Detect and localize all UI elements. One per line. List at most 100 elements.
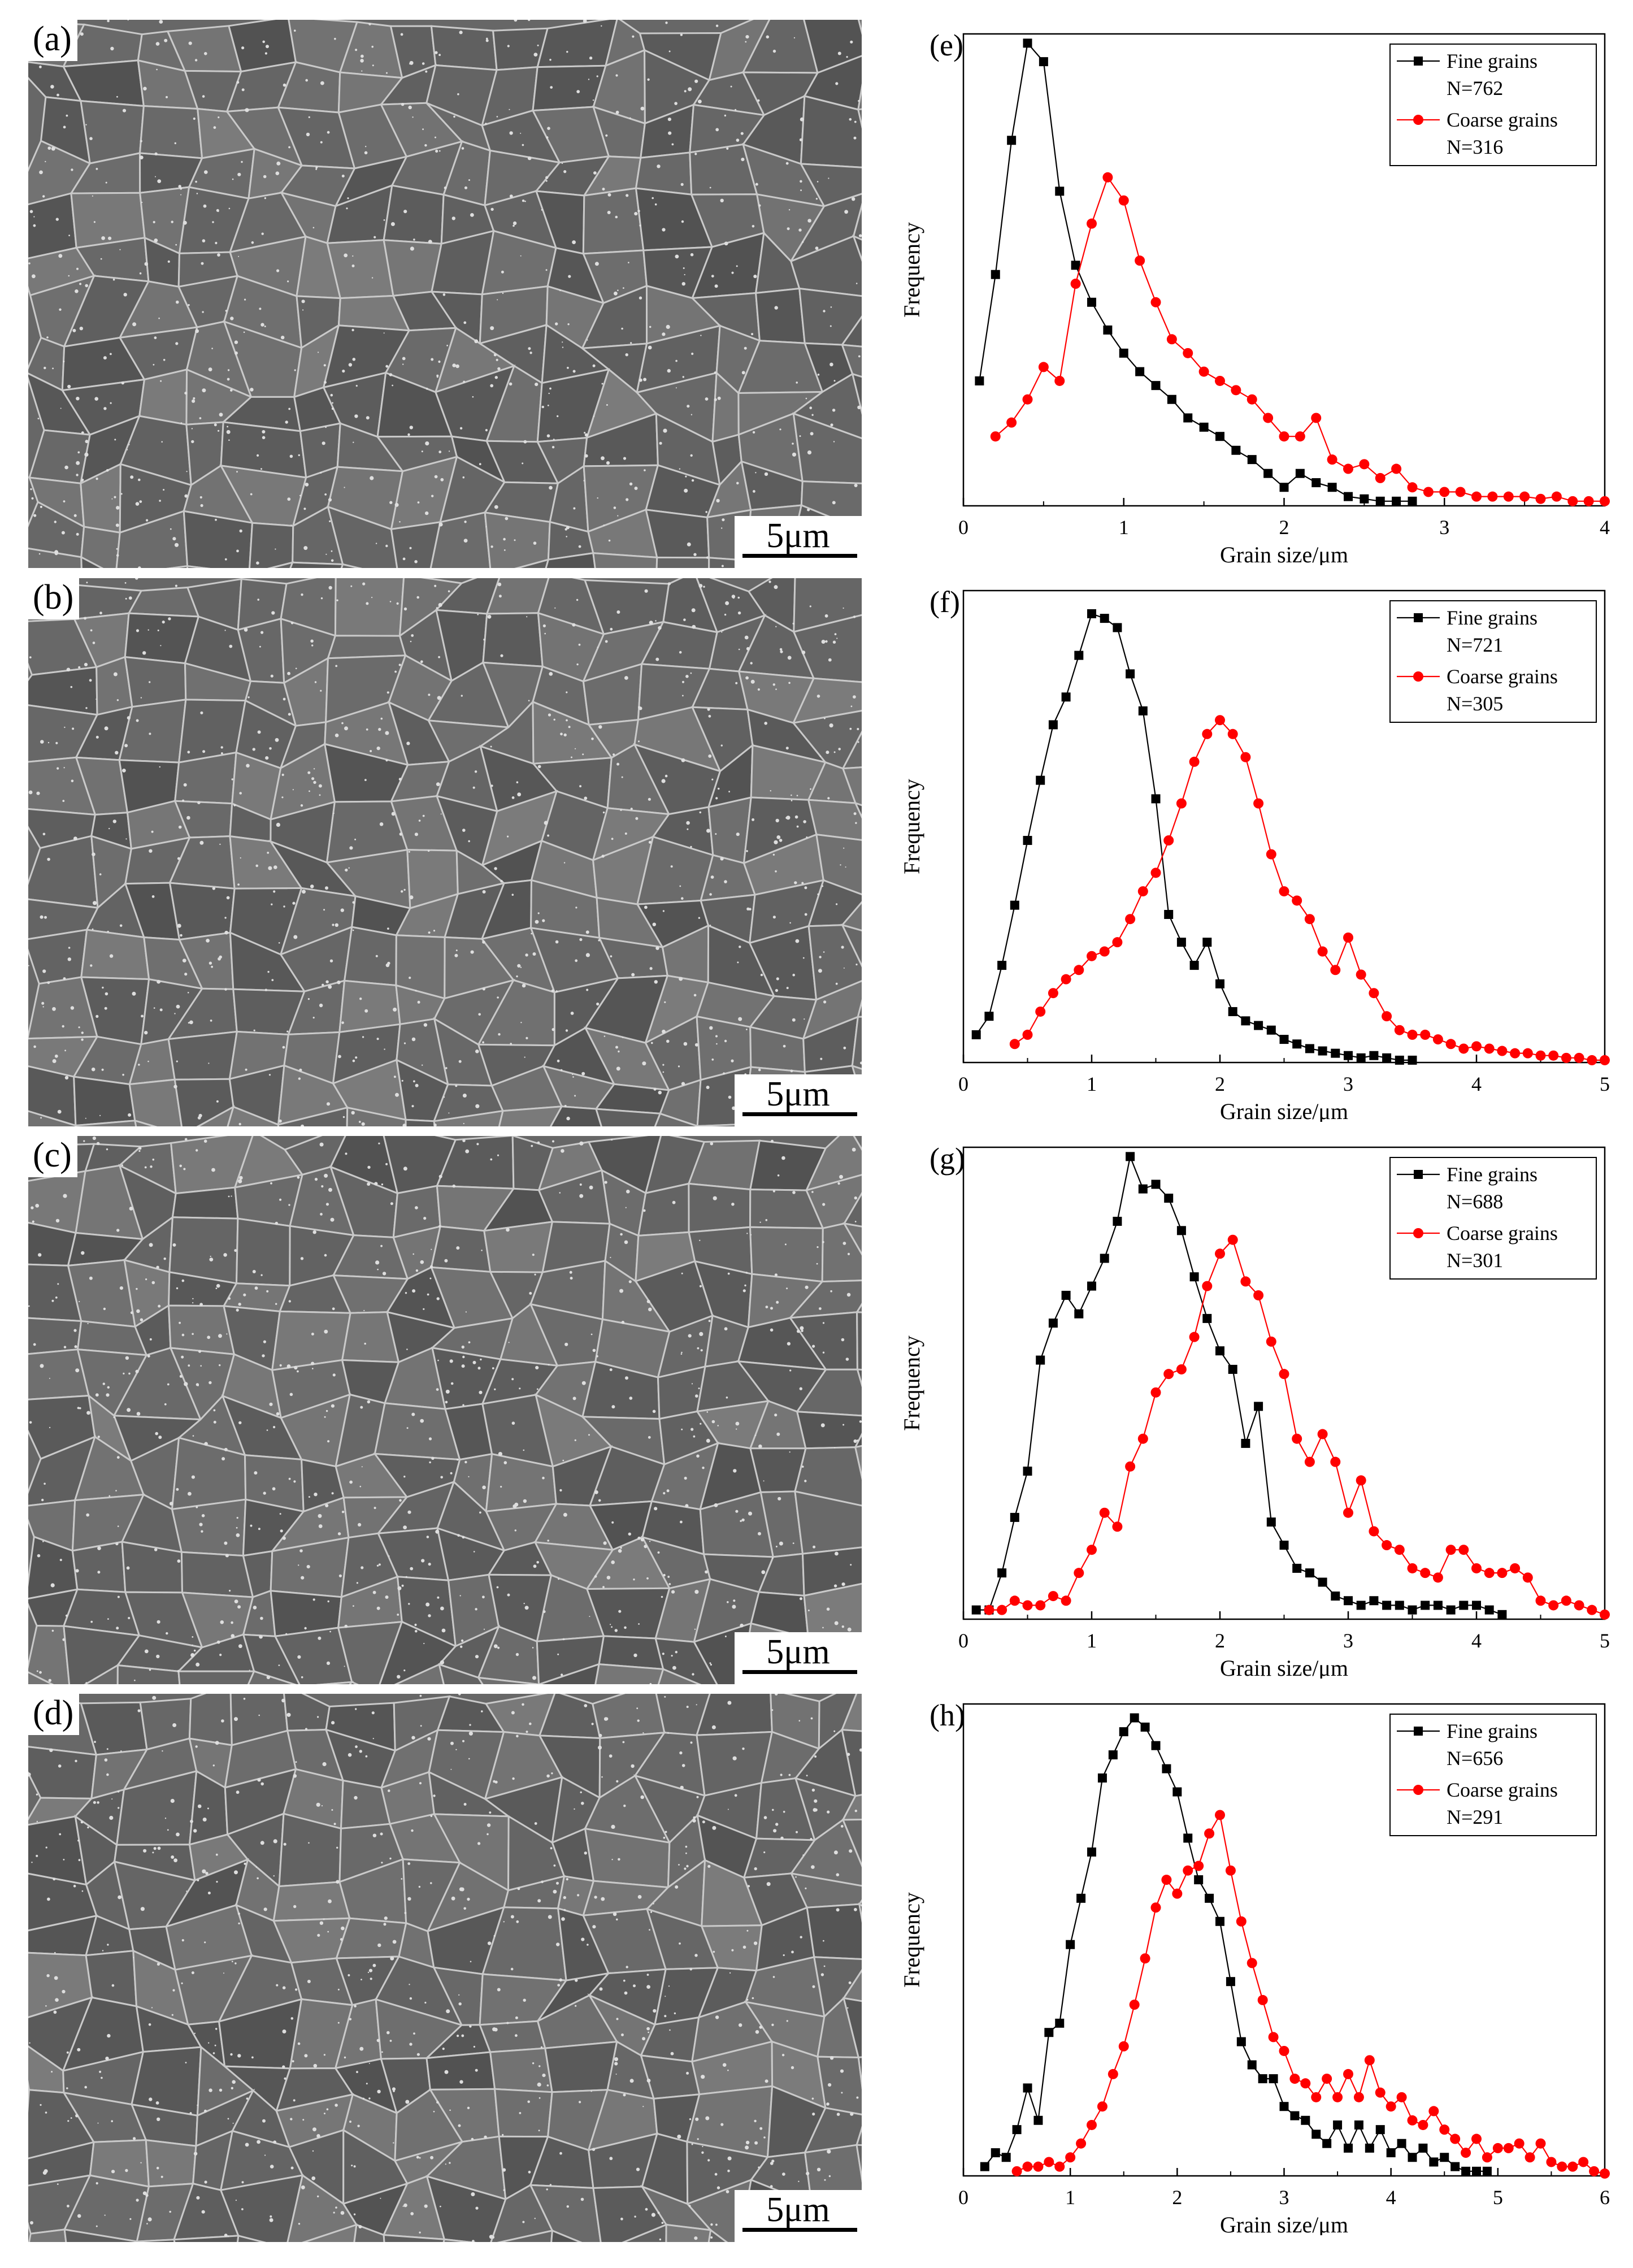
precipitate-particles <box>28 1694 862 2242</box>
scale-bar-line-b <box>742 1112 857 1116</box>
data-point <box>1344 1051 1353 1060</box>
data-point <box>1356 969 1366 980</box>
data-point <box>1318 1046 1327 1056</box>
x-tick-label: 5 <box>1493 2186 1503 2209</box>
data-point <box>1022 1600 1033 1611</box>
panel-label: (h) <box>930 1698 965 1732</box>
data-point <box>1247 394 1257 405</box>
data-point <box>1125 914 1136 925</box>
sem-image-c <box>28 1136 862 1684</box>
chart-h-svg: 0 1 2 3 4 5 6 Grain size/μm Frequency (h) Fine gra… <box>899 1698 1610 2235</box>
data-point <box>1247 1958 1257 1968</box>
micrograph-a: (a) 5μm <box>28 20 862 568</box>
data-point <box>1161 1875 1172 1885</box>
data-point <box>1167 394 1176 404</box>
data-point <box>1292 895 1302 906</box>
data-point <box>1375 2087 1386 2098</box>
data-point <box>1439 487 1450 497</box>
data-point <box>1343 2068 1353 2079</box>
data-point <box>1240 752 1251 762</box>
data-point <box>1418 2119 1428 2130</box>
data-point <box>1394 1545 1405 1555</box>
scale-bar-c: 5μm <box>735 1632 862 1684</box>
data-point <box>1600 1609 1610 1620</box>
data-point <box>1472 1601 1481 1610</box>
data-point <box>1503 2143 1514 2153</box>
series-coarse-grains <box>1009 715 1610 1065</box>
data-point <box>1150 1902 1161 1913</box>
data-point <box>1432 1572 1443 1583</box>
data-point <box>1408 1055 1417 1065</box>
data-point <box>1600 1055 1610 1065</box>
data-point <box>1097 1773 1107 1783</box>
data-point <box>1247 2060 1257 2070</box>
data-point <box>1510 1563 1521 1573</box>
data-point <box>1076 1893 1086 1903</box>
data-point <box>1172 1888 1183 1899</box>
precipitate-particles <box>28 20 862 568</box>
data-point <box>1236 2037 1246 2046</box>
data-point <box>1471 491 1482 502</box>
data-point <box>1446 1605 1456 1615</box>
data-point <box>1215 375 1225 386</box>
legend-box <box>1389 1714 1597 1836</box>
legend-marker <box>1414 1727 1423 1736</box>
data-point <box>1382 1540 1392 1551</box>
legend-count: N=316 <box>1447 136 1503 158</box>
data-point <box>1100 1254 1109 1263</box>
data-point <box>1036 775 1045 785</box>
legend-label: Fine grains <box>1447 50 1538 72</box>
data-point <box>1226 1977 1235 1987</box>
legend-count: N=688 <box>1447 1190 1503 1213</box>
data-point <box>1375 496 1385 506</box>
data-point <box>1471 1041 1482 1052</box>
data-point <box>1484 1568 1495 1579</box>
data-point <box>1241 1016 1250 1026</box>
data-point <box>1567 496 1578 506</box>
data-point <box>1066 1940 1075 1949</box>
data-point <box>1330 965 1341 975</box>
data-point <box>1202 1281 1213 1291</box>
x-tick-label: 6 <box>1600 2186 1610 2209</box>
data-point <box>1119 1727 1128 1737</box>
data-point <box>1074 1309 1084 1319</box>
data-point <box>1087 297 1096 307</box>
data-point <box>1344 2143 1353 2153</box>
legend-count: N=721 <box>1447 634 1503 656</box>
data-point <box>1420 1029 1431 1040</box>
data-point <box>1113 1216 1122 1226</box>
data-point <box>1253 798 1264 809</box>
data-point <box>1461 2148 1471 2158</box>
data-point <box>1087 218 1097 229</box>
data-point <box>1535 493 1546 504</box>
series-fine-grains <box>975 38 1417 506</box>
data-point <box>1023 836 1032 845</box>
data-point <box>1054 375 1065 386</box>
grain-structure <box>28 20 862 568</box>
scale-bar-b: 5μm <box>735 1074 862 1126</box>
data-point <box>1033 2161 1044 2172</box>
data-point <box>1360 494 1369 504</box>
data-point <box>1137 1433 1148 1444</box>
data-point <box>1546 2157 1557 2167</box>
x-tick-label: 2 <box>1172 2186 1182 2209</box>
legend: Fine grains N=656 Coarse grains N=291 <box>1389 1714 1597 1836</box>
data-point <box>1525 2152 1535 2163</box>
data-point <box>1113 623 1122 632</box>
series-fine-grains <box>971 1152 1507 1619</box>
sem-image-a <box>28 20 862 568</box>
data-point <box>1074 965 1084 975</box>
data-point <box>1189 1272 1199 1282</box>
data-point <box>1364 2055 1375 2066</box>
x-axis-label: Grain size/μm <box>1220 2212 1348 2235</box>
data-point <box>1074 1568 1084 1579</box>
legend-count: N=305 <box>1447 692 1503 715</box>
data-point <box>1600 496 1610 506</box>
data-point <box>1126 669 1135 679</box>
data-point <box>975 376 984 385</box>
data-point <box>1001 2153 1011 2162</box>
data-point <box>1369 1051 1379 1060</box>
data-point <box>997 961 1007 970</box>
data-point <box>971 1605 981 1615</box>
series-coarse-grains <box>984 1234 1610 1620</box>
